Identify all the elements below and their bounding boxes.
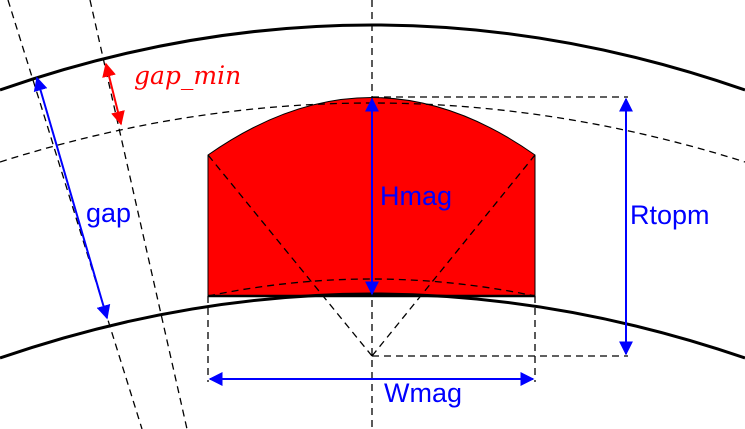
gap-slant-line-outer bbox=[7, 0, 143, 429]
gap-min-label: gap_min bbox=[134, 61, 241, 90]
gap-min-arrow bbox=[102, 62, 125, 126]
gap-arrow bbox=[33, 76, 111, 320]
wmag-label: Wmag bbox=[384, 378, 462, 408]
stator-arc bbox=[0, 23, 745, 92]
gap-label: gap bbox=[86, 198, 131, 228]
hmag-label: Hmag bbox=[380, 181, 452, 211]
rtopm-label: Rtopm bbox=[630, 200, 710, 230]
radial-line-left bbox=[207, 154, 373, 357]
